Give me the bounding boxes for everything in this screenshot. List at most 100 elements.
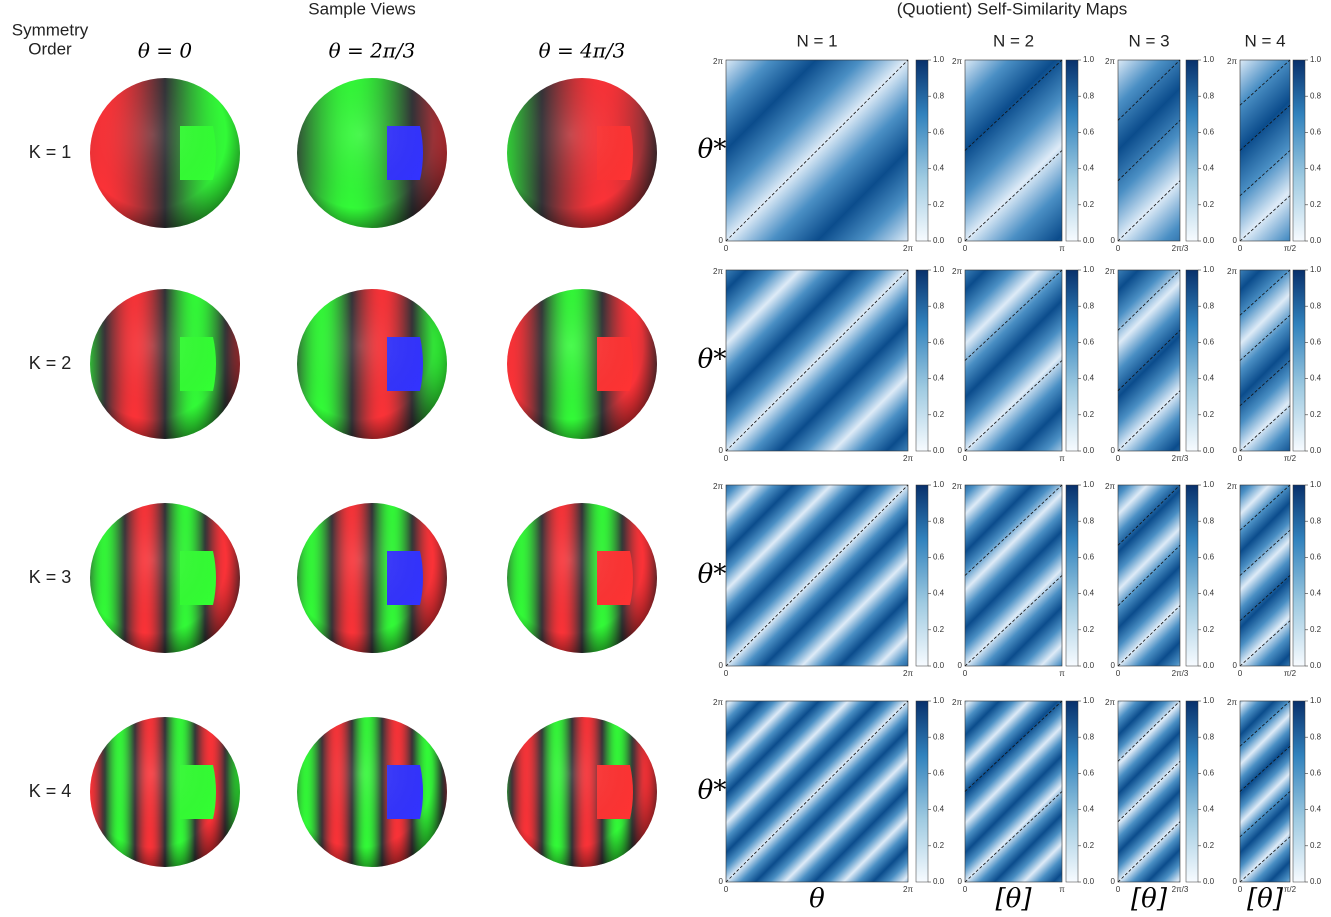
colorbar-tick-label: 1.0: [1203, 55, 1215, 64]
colorbar: [1065, 484, 1079, 667]
colorbar-tick-label: 0.8: [1203, 516, 1215, 525]
y-tick-label: 2π: [1105, 482, 1115, 491]
diagonal: [1239, 620, 1291, 667]
diagonal: [1239, 360, 1291, 407]
y-tick-label: 0: [1111, 446, 1116, 455]
colorbar-tick-label: 0.4: [1310, 164, 1322, 173]
colorbar-tick-label: 0.0: [1083, 236, 1095, 245]
x-axis-label: [θ]: [996, 884, 1033, 914]
diagonal: [1239, 59, 1291, 106]
diagonal: [725, 484, 909, 667]
colorbar: [915, 484, 929, 667]
diagonal: [1117, 330, 1181, 391]
colorbar-tick-label: 0.6: [1310, 128, 1322, 137]
y-tick-label: 0: [958, 446, 963, 455]
colorbar: [1185, 484, 1199, 667]
x-axis-label: [θ]: [1247, 884, 1284, 914]
diagonal: [1117, 180, 1181, 242]
sphere-shade: [507, 503, 657, 653]
diagonal: [1117, 761, 1181, 822]
x-tick-label: 2π/3: [1172, 244, 1189, 253]
colorbar-tick-label: 1.0: [1083, 55, 1095, 64]
diagonal: [964, 269, 1063, 361]
diagonal: [964, 59, 1063, 151]
colorbar-tick-label: 0.6: [1203, 128, 1215, 137]
colorbar-tick-label: 1.0: [1310, 696, 1322, 705]
diagonal: [1239, 104, 1291, 151]
diagonal: [1117, 605, 1181, 667]
colorbar-tick-label: 0.4: [933, 805, 945, 814]
colorbar-tick-label: 0.0: [933, 661, 945, 670]
diagonal: [1117, 700, 1181, 762]
y-axis-label: θ*: [698, 776, 727, 806]
y-tick-label: 2π: [713, 698, 723, 707]
column-header: θ = 0: [138, 39, 193, 63]
colorbar-tick-label: 0.6: [1203, 769, 1215, 778]
x-tick-label: 0: [724, 885, 729, 894]
y-tick-label: 2π: [1105, 57, 1115, 66]
colorbar-tick-label: 0.6: [1083, 553, 1095, 562]
colorbar-tick-label: 0.6: [1083, 769, 1095, 778]
colorbar-tick-label: 0.6: [1083, 128, 1095, 137]
colorbar-tick-label: 0.0: [933, 877, 945, 886]
colorbar-tick-label: 0.6: [1203, 553, 1215, 562]
colorbar-tick-label: 0.8: [1083, 732, 1095, 741]
colorbar-tick-label: 0.8: [1310, 732, 1322, 741]
colorbar: [1292, 484, 1306, 667]
sphere-shade: [297, 78, 447, 228]
diagonal: [1239, 529, 1291, 576]
colorbar-tick-label: 0.0: [1203, 236, 1215, 245]
colorbar-tick-label: 0.0: [1083, 446, 1095, 455]
colorbar-tick-label: 0.6: [1310, 553, 1322, 562]
column-header: N = 4: [1244, 31, 1285, 50]
y-tick-label: 0: [719, 877, 724, 886]
sphere-shade: [507, 289, 657, 439]
x-tick-label: 2π: [903, 669, 913, 678]
colorbar: [1185, 700, 1199, 883]
x-tick-label: 2π/3: [1172, 885, 1189, 894]
x-tick-label: 0: [1238, 454, 1243, 463]
colorbar-tick-label: 1.0: [1310, 480, 1322, 489]
diagonal: [1239, 195, 1291, 242]
x-tick-label: 0: [1116, 885, 1121, 894]
y-axis-label: θ*: [698, 560, 727, 590]
y-tick-label: 2π: [952, 482, 962, 491]
colorbar: [1292, 59, 1306, 242]
colorbar-tick-label: 0.2: [1203, 410, 1215, 419]
diagonal: [1239, 269, 1291, 316]
diagonal: [725, 700, 909, 883]
x-tick-label: 0: [724, 454, 729, 463]
colorbar-tick-label: 0.4: [1083, 589, 1095, 598]
y-axis-label: θ*: [698, 135, 727, 165]
colorbar-tick-label: 0.6: [1083, 338, 1095, 347]
y-tick-label: 2π: [1227, 482, 1237, 491]
sphere-shade: [507, 717, 657, 867]
row-header: Order: [28, 39, 72, 58]
row-label: K = 1: [29, 142, 72, 162]
sphere-shade: [507, 78, 657, 228]
colorbar-tick-label: 1.0: [933, 480, 945, 489]
colorbar-tick-label: 0.0: [1083, 661, 1095, 670]
colorbar-tick-label: 0.0: [1203, 661, 1215, 670]
colorbar-tick-label: 0.2: [1203, 841, 1215, 850]
colorbar-tick-label: 0.4: [1203, 374, 1215, 383]
diagonal: [1239, 575, 1291, 622]
x-tick-label: 2π: [903, 244, 913, 253]
colorbar-tick-label: 0.2: [1083, 625, 1095, 634]
sphere-shade: [90, 503, 240, 653]
y-tick-label: 0: [958, 661, 963, 670]
colorbar-tick-label: 0.2: [1310, 200, 1322, 209]
diagonal: [1117, 821, 1181, 883]
right-title: (Quotient) Self-Similarity Maps: [897, 0, 1128, 18]
colorbar-tick-label: 1.0: [1083, 265, 1095, 274]
colorbar-tick-label: 0.0: [1203, 446, 1215, 455]
x-tick-label: 2π: [903, 885, 913, 894]
colorbar-tick-label: 0.8: [1310, 516, 1322, 525]
colorbar-tick-label: 0.8: [1083, 91, 1095, 100]
heatmap: [1117, 700, 1181, 883]
x-tick-label: 0: [963, 669, 968, 678]
colorbar: [915, 59, 929, 242]
colorbar-tick-label: 0.8: [1083, 301, 1095, 310]
colorbar-tick-label: 0.6: [933, 338, 945, 347]
colorbar-tick-label: 0.8: [933, 301, 945, 310]
